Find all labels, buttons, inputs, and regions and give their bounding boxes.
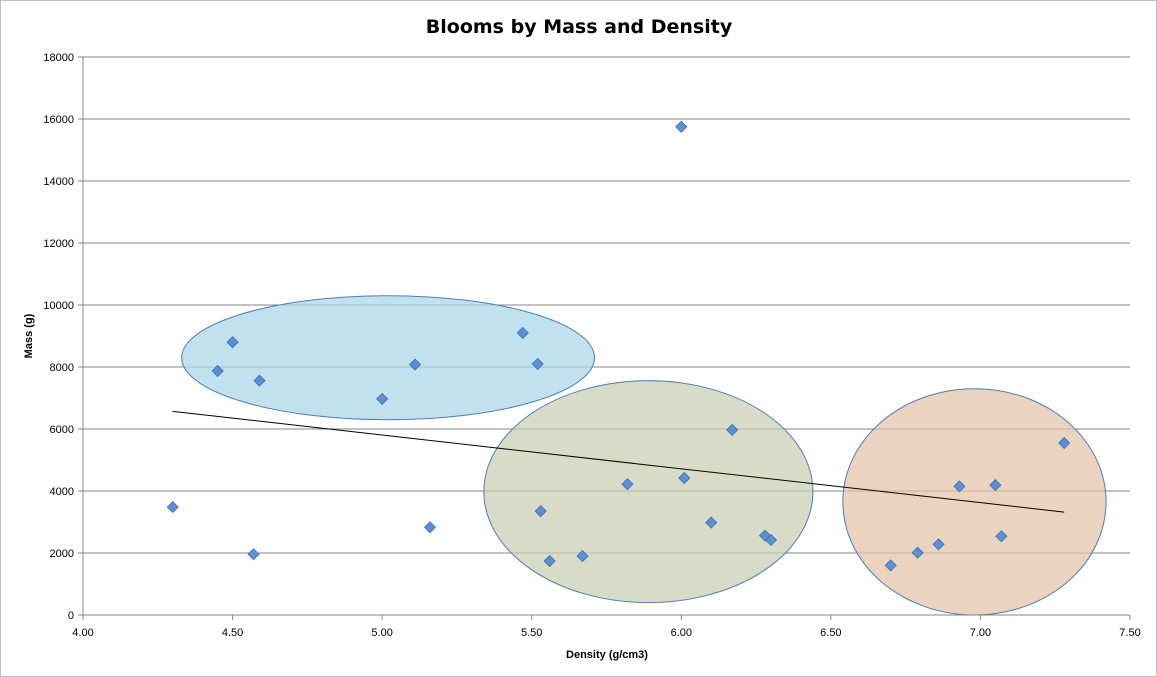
data-point-23 (932, 538, 945, 551)
data-point-20 (764, 533, 778, 547)
data-point-26 (995, 530, 1008, 543)
data-point-16 (678, 471, 691, 485)
data-point-5 (253, 374, 266, 387)
cluster-ellipse-1 (181, 295, 596, 421)
data-point-3 (226, 336, 239, 349)
data-point-15 (675, 120, 688, 133)
tick-labels: 0 2000 4000 6000 8000 10000 12000 14000 16000 180… (43, 52, 1140, 639)
data-point-1 (166, 501, 179, 514)
data-points (166, 120, 1071, 572)
y-tick-label: 12000 (43, 238, 74, 250)
data-point-21 (884, 559, 897, 572)
x-tick-label: 4.00 (72, 627, 93, 639)
y-tick-label: 18000 (43, 52, 74, 64)
y-tick-label: 8000 (50, 362, 74, 374)
data-point-11 (534, 505, 547, 518)
y-tick-label: 16000 (43, 114, 74, 126)
data-point-22 (911, 546, 924, 559)
axes (78, 56, 1131, 620)
trendline (172, 410, 1065, 513)
data-point-2 (211, 364, 224, 378)
x-tick-label: 7.00 (970, 627, 991, 639)
cluster-ellipse-2 (483, 380, 814, 604)
data-point-17 (705, 516, 718, 529)
data-point-10 (531, 357, 544, 370)
data-point-12 (543, 554, 556, 568)
data-point-4 (247, 548, 260, 561)
data-point-14 (621, 478, 634, 491)
x-tick-label: 4.50 (222, 627, 243, 639)
data-point-27 (1058, 436, 1071, 450)
y-tick-label: 4000 (50, 486, 74, 498)
data-point-7 (408, 358, 422, 371)
x-tick-label: 6.50 (820, 627, 841, 639)
trendline-group (172, 410, 1065, 513)
y-tick-label: 14000 (43, 176, 74, 188)
chart-title: Blooms by Mass and Density (426, 16, 733, 38)
x-tick-label: 5.00 (371, 627, 392, 639)
data-point-18 (726, 423, 739, 436)
y-tick-label: 6000 (50, 424, 74, 436)
y-axis-title: Mass (g) (23, 313, 35, 358)
data-point-24 (953, 480, 966, 493)
y-tick-label: 0 (68, 610, 74, 622)
data-point-13 (576, 550, 589, 563)
data-point-25 (989, 479, 1002, 492)
x-tick-label: 5.50 (521, 627, 542, 639)
cluster-ellipses (181, 295, 1107, 616)
data-point-8 (423, 521, 437, 534)
data-point-6 (376, 392, 389, 405)
data-point-9 (516, 326, 529, 339)
x-tick-label: 7.50 (1119, 627, 1140, 639)
x-tick-label: 6.00 (671, 627, 692, 639)
x-axis-title: Density (g/cm3) (566, 649, 648, 661)
y-tick-label: 2000 (50, 548, 74, 560)
y-tick-label: 10000 (43, 300, 74, 312)
